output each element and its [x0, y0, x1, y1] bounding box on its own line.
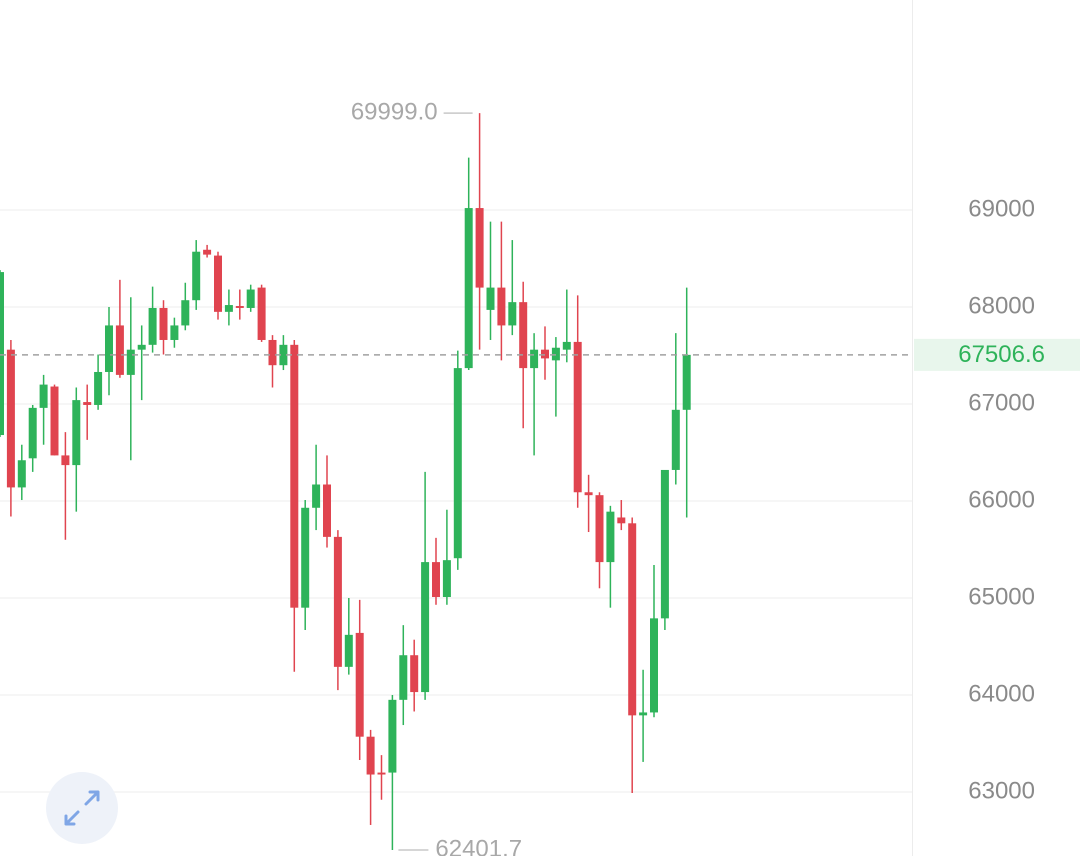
candle-body — [562, 341, 571, 350]
candle-body — [595, 495, 604, 563]
candle-body — [290, 344, 299, 608]
candle-body — [0, 272, 4, 436]
y-tick-label: 67000 — [968, 389, 1035, 416]
candle-body — [617, 517, 626, 524]
candle-body — [323, 484, 331, 537]
candle-body — [159, 307, 168, 340]
candle-body — [628, 523, 637, 716]
candle-body — [639, 712, 648, 716]
y-tick-label: 69000 — [968, 195, 1035, 222]
annotation-label: 62401.7 — [435, 835, 522, 856]
candle-body — [6, 349, 15, 488]
candle-body — [224, 305, 233, 312]
candle-body — [126, 349, 135, 375]
candle-body — [279, 344, 288, 366]
candle-body — [410, 655, 419, 693]
candle-body — [377, 772, 386, 775]
candle-body — [530, 349, 539, 369]
candle-body — [50, 386, 59, 456]
candle-body — [671, 409, 680, 470]
candle-body — [541, 349, 549, 359]
candle-body — [388, 699, 397, 773]
candle-body — [17, 460, 26, 488]
candle-body — [268, 339, 277, 366]
expand-icon[interactable] — [64, 790, 100, 826]
candle-body — [660, 469, 669, 619]
candle-body — [105, 325, 113, 372]
candle-body — [214, 255, 222, 312]
candle-body — [355, 632, 364, 737]
expand-button-bg[interactable] — [46, 772, 118, 844]
candle-body — [246, 289, 255, 308]
candle-body — [115, 325, 124, 375]
candle-body — [28, 407, 37, 459]
candle-body — [148, 307, 157, 345]
candle-body — [137, 344, 146, 350]
candle-body — [573, 341, 582, 493]
candle-body — [301, 507, 310, 608]
y-tick-label: 68000 — [968, 292, 1035, 319]
candle-body — [192, 251, 201, 301]
candle-body — [508, 302, 517, 326]
candle-body — [682, 354, 691, 410]
candle-body — [170, 325, 179, 340]
expand-button[interactable] — [46, 772, 118, 844]
candle-body — [497, 287, 506, 326]
last-price-bg — [914, 338, 1080, 371]
candle-body — [421, 562, 430, 693]
candle-body — [464, 208, 473, 369]
candle-body — [39, 384, 48, 408]
candle-body — [333, 536, 342, 667]
y-tick-label: 63000 — [968, 777, 1035, 804]
candle-body — [61, 455, 70, 466]
y-tick-label: 65000 — [968, 583, 1035, 610]
candle-body — [181, 300, 190, 326]
candle-body — [94, 371, 103, 405]
candle-body — [72, 400, 81, 466]
candle-body — [551, 347, 560, 361]
candle-body — [442, 560, 451, 598]
candle-body — [235, 306, 244, 308]
candle-body — [257, 287, 266, 340]
candle-body — [606, 511, 615, 563]
candle-body — [650, 618, 658, 713]
candle-body — [519, 302, 528, 369]
candle-body — [83, 402, 92, 405]
candle-body — [486, 287, 495, 310]
y-tick-label: 64000 — [968, 680, 1035, 707]
candle-body — [344, 634, 353, 667]
candle-body — [203, 249, 212, 255]
candle-body — [584, 492, 593, 496]
candle-body — [475, 208, 484, 288]
candle-body — [312, 484, 321, 508]
candle-body — [399, 655, 408, 700]
last-price-label: 67506.6 — [958, 341, 1045, 368]
annotation-label: 69999.0 — [351, 98, 438, 125]
candle-body — [366, 736, 375, 775]
candle-body — [453, 368, 462, 559]
candle-body — [432, 562, 440, 598]
y-tick-label: 66000 — [968, 486, 1035, 513]
